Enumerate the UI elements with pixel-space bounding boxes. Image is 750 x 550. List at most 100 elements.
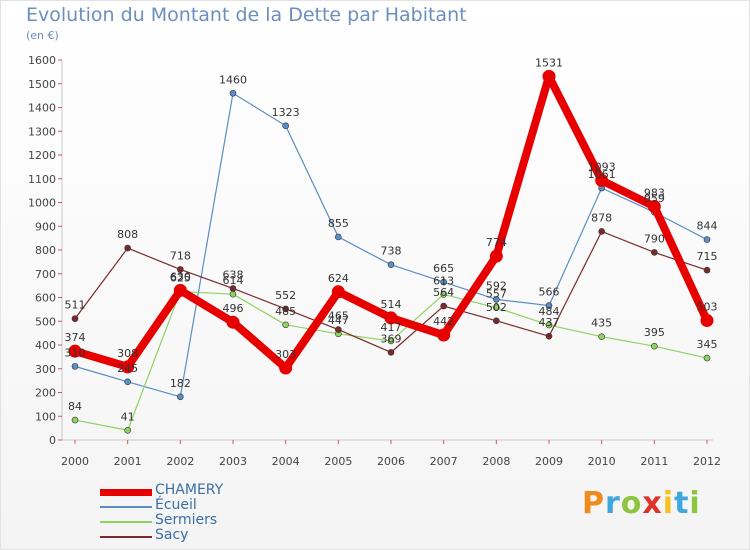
x-tick-label: 2001 [114,455,142,468]
x-tick-label: 2009 [535,455,563,468]
data-point [282,305,289,313]
data-point [493,296,500,303]
data-point [598,228,605,235]
data-label: 1061 [588,168,616,181]
data-point [437,328,451,342]
data-point [542,69,556,83]
data-label: 84 [68,400,82,413]
data-point [229,285,237,292]
y-tick-label: 1100 [28,173,56,186]
data-point [387,261,395,269]
y-tick-label: 200 [35,387,56,400]
data-point [545,321,553,329]
chart-value-labels: 374 308 630 496 303 624 514 442 774 1531 1093 983 50… [65,56,718,423]
data-label: 395 [644,326,665,339]
data-point [124,378,131,386]
y-tick-label: 100 [35,410,56,423]
data-point [68,344,82,358]
data-point [384,311,398,325]
data-label: 374 [65,331,86,344]
data-label: 665 [433,262,454,275]
logo-letter: o [620,486,643,521]
data-label: 614 [223,274,244,287]
logo-letter: P [582,486,605,521]
legend-swatch [100,506,152,508]
data-point [387,337,395,345]
data-label: 1531 [535,56,563,69]
y-tick-label: 700 [35,268,56,281]
logo-letter: i [689,486,701,521]
data-point [121,360,135,374]
legend-label: Sacy [155,527,189,543]
data-point [229,290,237,298]
x-tick-label: 2008 [482,455,510,468]
data-label: 1093 [588,160,616,173]
data-label: 715 [697,250,718,263]
data-label: 625 [170,272,191,285]
data-label: 564 [433,286,454,299]
data-label: 369 [381,332,402,345]
data-label: 503 [697,301,718,314]
data-point [545,302,553,309]
data-label: 514 [381,298,402,311]
data-label: 624 [328,272,349,285]
data-point [229,89,237,97]
data-point [489,249,503,263]
data-label: 496 [223,302,244,315]
data-point [440,302,447,310]
data-point [71,416,79,424]
data-point [177,266,184,273]
y-tick-label: 1500 [28,78,56,91]
data-label: 718 [170,249,191,262]
data-point [335,326,342,333]
y-tick-label: 300 [35,363,56,376]
data-label: 465 [328,310,349,323]
y-tick-label: 1300 [28,125,56,138]
legend-swatch [100,536,152,538]
data-label: 303 [275,348,296,361]
data-point [647,200,661,214]
data-label: 566 [539,286,560,299]
x-tick-label: 2010 [588,455,616,468]
data-label: 308 [117,347,138,360]
chart-series [68,69,714,434]
x-tick-label: 2000 [61,455,89,468]
logo-letter: x [642,486,663,521]
data-label: 790 [644,232,665,245]
data-label: 983 [644,187,665,200]
data-label: 435 [591,317,612,330]
data-point [279,361,293,375]
logo-letter: r [605,486,621,521]
data-label: 592 [486,279,507,292]
data-point [71,315,79,322]
data-point [387,349,395,356]
data-point [282,122,289,130]
y-tick-label: 1200 [28,149,56,162]
data-point [703,236,711,243]
data-point [651,342,658,350]
y-tick-label: 600 [35,292,56,305]
data-point [440,291,447,298]
data-point [595,173,609,187]
data-label: 613 [433,274,454,287]
data-label: 485 [275,305,296,318]
y-tick-label: 1400 [28,102,56,115]
x-tick-label: 2003 [219,455,247,468]
data-label: 447 [328,314,349,327]
data-point [226,315,240,329]
data-label: 738 [381,245,402,258]
data-label: 245 [117,362,138,375]
data-label: 878 [591,211,612,224]
data-label: 437 [539,316,560,329]
data-point [703,266,711,274]
data-label: 844 [697,220,718,233]
data-point [545,332,553,340]
y-tick-label: 1000 [28,197,56,210]
data-label: 182 [170,377,191,390]
y-tick-label: 500 [35,315,56,328]
data-label: 1460 [219,73,247,86]
x-tick-label: 2006 [377,455,405,468]
data-point [700,314,714,328]
